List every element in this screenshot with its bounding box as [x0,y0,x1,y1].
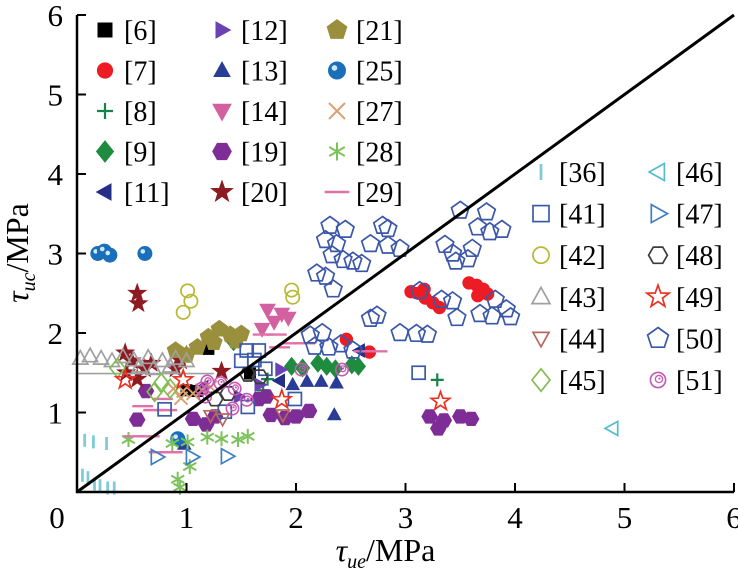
legend-entry-14: [14] [212,97,288,128]
legend-entry-21: [21] [326,16,403,47]
legend-label: [27] [356,97,403,128]
legend-label: [6] [124,16,157,47]
legend-entry-36: [36] [539,158,606,189]
legend-right: [36] [41] [42] [43] [44] [45] [46] [47] [48] [49]… [530,158,723,397]
x-tick-label: 5 [617,500,633,535]
legend-entry-25: [25] [328,57,403,88]
legend-label: [12] [241,16,288,47]
series-21 [166,319,251,363]
series-28 [121,428,255,495]
legend-entry-50: [50] [646,324,723,355]
legend-entry-46: [46] [647,158,723,189]
legend-label: [51] [676,366,723,397]
series-49 [113,367,453,412]
series-44 [202,409,291,428]
legend-label: [44] [559,324,606,355]
legend-label: [50] [676,324,723,355]
x-tick-label: 6 [726,500,738,535]
x-tick-label: 2 [288,500,304,535]
legend-label: [36] [559,158,606,189]
legend-entry-41: [41] [532,200,606,231]
legend-entry-51: [51] [649,366,723,397]
legend-label: [19] [241,138,288,169]
legend-label: [28] [356,138,403,169]
legend-entry-7: [7] [96,57,157,88]
legend-entry-13: [13] [213,57,288,88]
legend-entry-27: [27] [328,97,403,128]
legend-entry-44: [44] [531,324,606,355]
legend-label: [14] [241,97,288,128]
series-25 [90,243,186,447]
series-47 [150,447,237,466]
x-tick-label: 4 [507,500,523,535]
legend-entry-6: [6] [97,16,157,47]
legend-label: [45] [559,366,606,397]
legend-entry-11: [11] [95,178,170,209]
legend-label: [20] [241,178,288,209]
legend-label: [7] [124,57,157,88]
legend-entry-42: [42] [532,241,606,272]
series-29 [123,333,388,454]
legend-label: [48] [676,241,723,272]
legend-entry-48: [48] [647,241,723,272]
y-tick-label: 2 [48,316,64,351]
legend-label: [42] [559,241,606,272]
legend-label: [25] [356,57,403,88]
legend-label: [47] [676,200,723,231]
legend-label: [13] [241,57,288,88]
legend-label: [29] [356,178,403,209]
legend-label: [46] [676,158,723,189]
legend-label: [9] [124,138,157,169]
legend-entry-20: [20] [210,178,288,209]
y-tick-label: 3 [48,237,64,272]
series-43 [71,346,214,376]
x-axis-title: τue/MPa [336,532,436,573]
series-14 [253,303,297,338]
legend-label: [8] [124,97,157,128]
series-41 [157,343,426,420]
legend-entry-43: [43] [530,283,606,314]
series-12 [233,362,289,404]
y-axis: 1 2 3 4 5 6 [48,0,86,431]
legend-label: [43] [559,283,606,314]
legend-label: [21] [356,16,403,47]
x-tick-label: 0 [49,500,65,535]
legend-entry-8: [8] [97,97,157,128]
legend-entry-9: [9] [95,138,157,169]
x-tick-label: 1 [179,500,195,535]
legend-entry-19: [19] [212,138,288,169]
y-tick-label: 4 [48,157,64,192]
legend-label: [41] [559,200,606,231]
series-45 [108,357,179,403]
legend-entry-29: [29] [324,178,403,209]
y-tick-label: 5 [48,78,64,113]
y-axis-title: τuc/MPa [0,203,40,303]
series-46 [603,419,619,437]
series-7 [339,276,495,359]
series-42 [175,282,301,320]
y-tick-label: 1 [48,396,64,431]
reference-line [76,13,735,494]
legend-entry-49: [49] [644,282,723,314]
legend-entry-28: [28] [328,138,403,169]
legend-entry-45: [45] [530,366,606,397]
x-tick-label: 3 [398,500,414,535]
legend-entry-47: [47] [650,200,723,231]
legend-label: [49] [676,283,723,314]
legend-entry-12: [12] [215,16,288,47]
legend-top-left: [6] [7] [8] [9] [11] [12] [13] [14] [19] [20] [21]… [95,16,403,209]
legend-label: [11] [124,178,170,209]
series-50 [300,200,521,359]
y-tick-label: 6 [48,0,64,33]
x-axis: 0 1 2 3 4 5 6 [49,483,738,535]
